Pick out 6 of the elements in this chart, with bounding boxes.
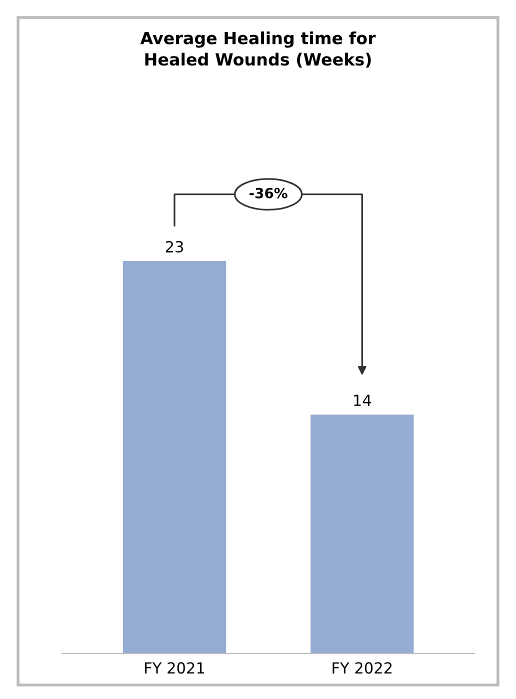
chart-title: Average Healing time for Healed Wounds (Weeks) bbox=[140, 31, 376, 68]
x-tick-label: FY 2021 bbox=[145, 662, 204, 674]
data-label: 23 bbox=[166, 240, 183, 253]
text: -36% bbox=[250, 188, 288, 198]
x-tick-label: FY 2022 bbox=[332, 662, 392, 674]
data-label: 14 bbox=[354, 394, 371, 406]
